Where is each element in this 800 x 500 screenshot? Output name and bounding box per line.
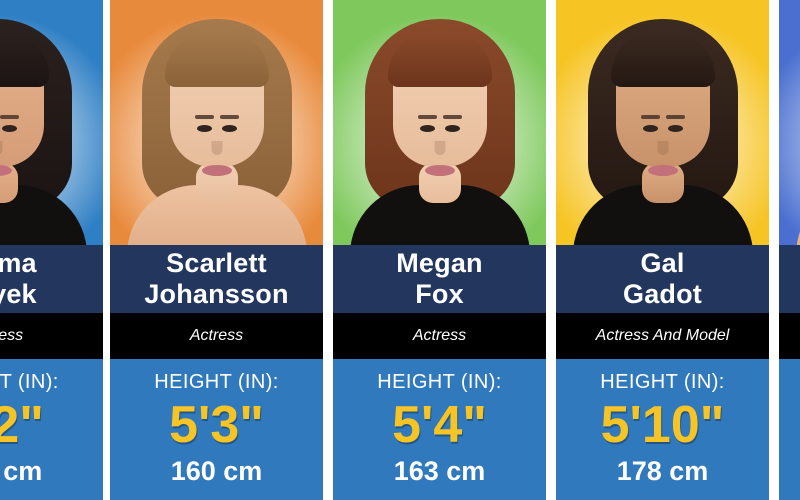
card-next-partial[interactable] xyxy=(779,0,800,500)
first-name: Gal xyxy=(640,248,685,278)
height-value-inches: 5'2" xyxy=(0,396,44,454)
nose-shape xyxy=(0,141,2,155)
eye-right xyxy=(196,125,212,132)
eyebrow-left xyxy=(219,115,239,119)
celebrity-role-band: Actress xyxy=(333,313,546,359)
nose-shape xyxy=(657,141,668,155)
celebrity-photo xyxy=(556,0,769,245)
celebrity-name-band: Scarlett Johansson xyxy=(110,245,323,313)
celebrity-role-band: Actress xyxy=(110,313,323,359)
role-text: Actress xyxy=(189,327,244,344)
hair-top-icon xyxy=(610,31,715,87)
height-label: HEIGHT (IN): xyxy=(154,371,279,393)
height-value-cm: 157 cm xyxy=(0,456,43,486)
card-salma-hayek[interactable]: SalmaHayek Actress HEIGHT (IN): 5'2"157 cm xyxy=(0,0,103,500)
role-text: Actress xyxy=(0,327,24,344)
card-megan-fox[interactable]: Megan Fox Actress HEIGHT (IN): 5'4" 163 cm xyxy=(333,0,546,500)
shoulders-shape xyxy=(795,185,800,245)
last-name: Gadot xyxy=(623,279,702,309)
eye-left xyxy=(444,125,460,132)
height-label: HEIGHT (IN): xyxy=(377,371,502,393)
height-value-cm: 160 cm xyxy=(170,456,263,486)
celebrity-name-band xyxy=(779,245,800,313)
celebrity-role-band xyxy=(779,313,800,359)
portrait-illustration xyxy=(791,5,800,245)
height-info-band: HEIGHT (IN): 5'2"157 cm xyxy=(0,359,103,500)
height-value-inches: 5'3" xyxy=(169,396,264,454)
eyebrow-left xyxy=(442,115,462,119)
eyebrow-right xyxy=(194,115,214,119)
celebrity-name-band: Gal Gadot xyxy=(556,245,769,313)
first-name: Salma xyxy=(0,248,37,278)
height-info-band xyxy=(779,359,800,500)
last-name: Fox xyxy=(415,279,464,309)
height-info-band: HEIGHT (IN): 5'10" 178 cm xyxy=(556,359,769,500)
portrait-illustration xyxy=(345,5,535,245)
height-value-cm: 178 cm xyxy=(616,456,709,486)
portrait-illustration xyxy=(0,5,92,245)
first-name: Scarlett xyxy=(166,248,267,278)
mouth-shape xyxy=(201,165,232,176)
eye-left xyxy=(1,125,17,132)
card-scarlett-johansson[interactable]: Scarlett Johansson Actress HEIGHT (IN): 5'3"… xyxy=(110,0,323,500)
eyebrow-left xyxy=(0,115,19,119)
nose-shape xyxy=(211,141,222,155)
mouth-shape xyxy=(0,165,12,176)
height-value-inches: 5'10" xyxy=(600,396,725,454)
mouth-shape xyxy=(424,165,455,176)
celebrity-photo xyxy=(333,0,546,245)
celebrity-role-band: Actress xyxy=(0,313,103,359)
card-gal-gadot[interactable]: Gal Gadot Actress And Model HEIGHT (IN): 5'1… xyxy=(556,0,769,500)
celebrity-name-band: SalmaHayek xyxy=(0,245,103,313)
height-label: HEIGHT (IN): xyxy=(600,371,725,393)
celebrity-role-band: Actress And Model xyxy=(556,313,769,359)
photo-background xyxy=(779,0,800,245)
height-info-band: HEIGHT (IN): 5'4" 163 cm xyxy=(333,359,546,500)
eye-right xyxy=(642,125,658,132)
eyebrow-left xyxy=(665,115,685,119)
eyebrow-right xyxy=(417,115,437,119)
eye-left xyxy=(221,125,237,132)
mouth-shape xyxy=(647,165,678,176)
nose-shape xyxy=(434,141,445,155)
celebrity-photo xyxy=(0,0,103,245)
role-text: Actress xyxy=(412,327,467,344)
celebrity-name-band: Megan Fox xyxy=(333,245,546,313)
eyebrow-right xyxy=(640,115,660,119)
role-text: Actress And Model xyxy=(595,327,730,344)
height-value-inches: 5'4" xyxy=(392,396,487,454)
hair-top-icon xyxy=(164,31,269,87)
last-name: Johansson xyxy=(144,279,289,309)
portrait-illustration xyxy=(568,5,758,245)
eye-right xyxy=(419,125,435,132)
last-name: Hayek xyxy=(0,279,37,309)
height-label: HEIGHT (IN): xyxy=(0,371,59,393)
hair-top-icon xyxy=(387,31,492,87)
height-info-band: HEIGHT (IN): 5'3" 160 cm xyxy=(110,359,323,500)
portrait-illustration xyxy=(122,5,312,245)
celebrity-photo xyxy=(110,0,323,245)
celebrity-photo xyxy=(779,0,800,245)
height-value-cm: 163 cm xyxy=(393,456,486,486)
eye-left xyxy=(667,125,683,132)
first-name: Megan xyxy=(396,248,483,278)
